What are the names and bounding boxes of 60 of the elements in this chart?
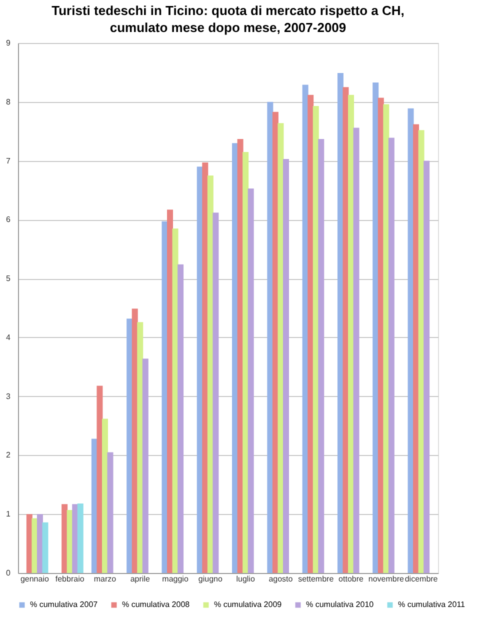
bar (202, 162, 208, 573)
legend-label: % cumulativa 2010 (306, 600, 374, 609)
y-tick-label: 1 (6, 510, 12, 519)
legend-label: % cumulativa 2011 (398, 600, 466, 609)
legend-label: % cumulativa 2007 (30, 600, 98, 609)
bar (242, 152, 249, 573)
bar (96, 386, 103, 573)
x-tick-label: agosto (268, 574, 294, 584)
bar (232, 143, 238, 573)
y-tick-label: 4 (6, 332, 12, 342)
bar (126, 318, 133, 573)
x-tick-label: luglio (236, 574, 256, 584)
bar (72, 504, 78, 573)
x-tick-label: dicembre (404, 574, 438, 584)
legend-label: % cumulativa 2008 (122, 600, 190, 609)
y-tick-label: 5 (6, 274, 12, 284)
y-tick-label: 0 (6, 568, 12, 578)
x-tick-label: novembre (368, 574, 404, 584)
bar (267, 102, 274, 573)
y-tick-label: 3 (6, 392, 12, 401)
y-tick-label: 7 (6, 156, 12, 166)
x-tick-label: ottobre (338, 574, 364, 584)
y-tick-label: 8 (6, 97, 12, 106)
x-tick-label: settembre (298, 574, 334, 584)
y-tick-label: 9 (6, 38, 12, 48)
y-tick-label: 6 (6, 215, 12, 224)
bar (424, 160, 430, 573)
bar (248, 188, 254, 573)
bar (142, 358, 148, 573)
bar (178, 264, 184, 573)
bar (137, 322, 144, 573)
x-tick-label: marzo (94, 574, 117, 584)
bar (318, 138, 324, 573)
bar (62, 504, 68, 573)
bar (383, 104, 390, 573)
bar (388, 138, 394, 573)
bar (167, 210, 174, 573)
bar (413, 124, 420, 573)
bar (372, 82, 379, 573)
x-tick-label: febbraio (55, 574, 85, 584)
bar (278, 123, 284, 573)
chart-title: Turisti tedeschi in Ticino: quota di mercato rispetto a CH, cumulato mese dopo mese, 2007-2009 (52, 3, 404, 35)
bar (42, 522, 48, 573)
bar (107, 452, 114, 573)
bar (282, 159, 289, 573)
bar (162, 221, 168, 573)
legend-label: % cumulativa 2009 (214, 600, 282, 609)
x-tick-label: aprile (130, 574, 150, 584)
bar (102, 418, 108, 573)
bar (342, 87, 349, 573)
x-tick-label: maggio (162, 574, 189, 584)
x-tick-label: gennaio (20, 574, 50, 584)
y-tick-label: 2 (6, 450, 12, 460)
bar (348, 94, 354, 573)
bar (212, 212, 219, 573)
x-tick-label: giugno (198, 574, 223, 584)
bar (353, 128, 360, 573)
bar (32, 518, 38, 573)
bar (308, 94, 314, 573)
bar (77, 504, 84, 573)
